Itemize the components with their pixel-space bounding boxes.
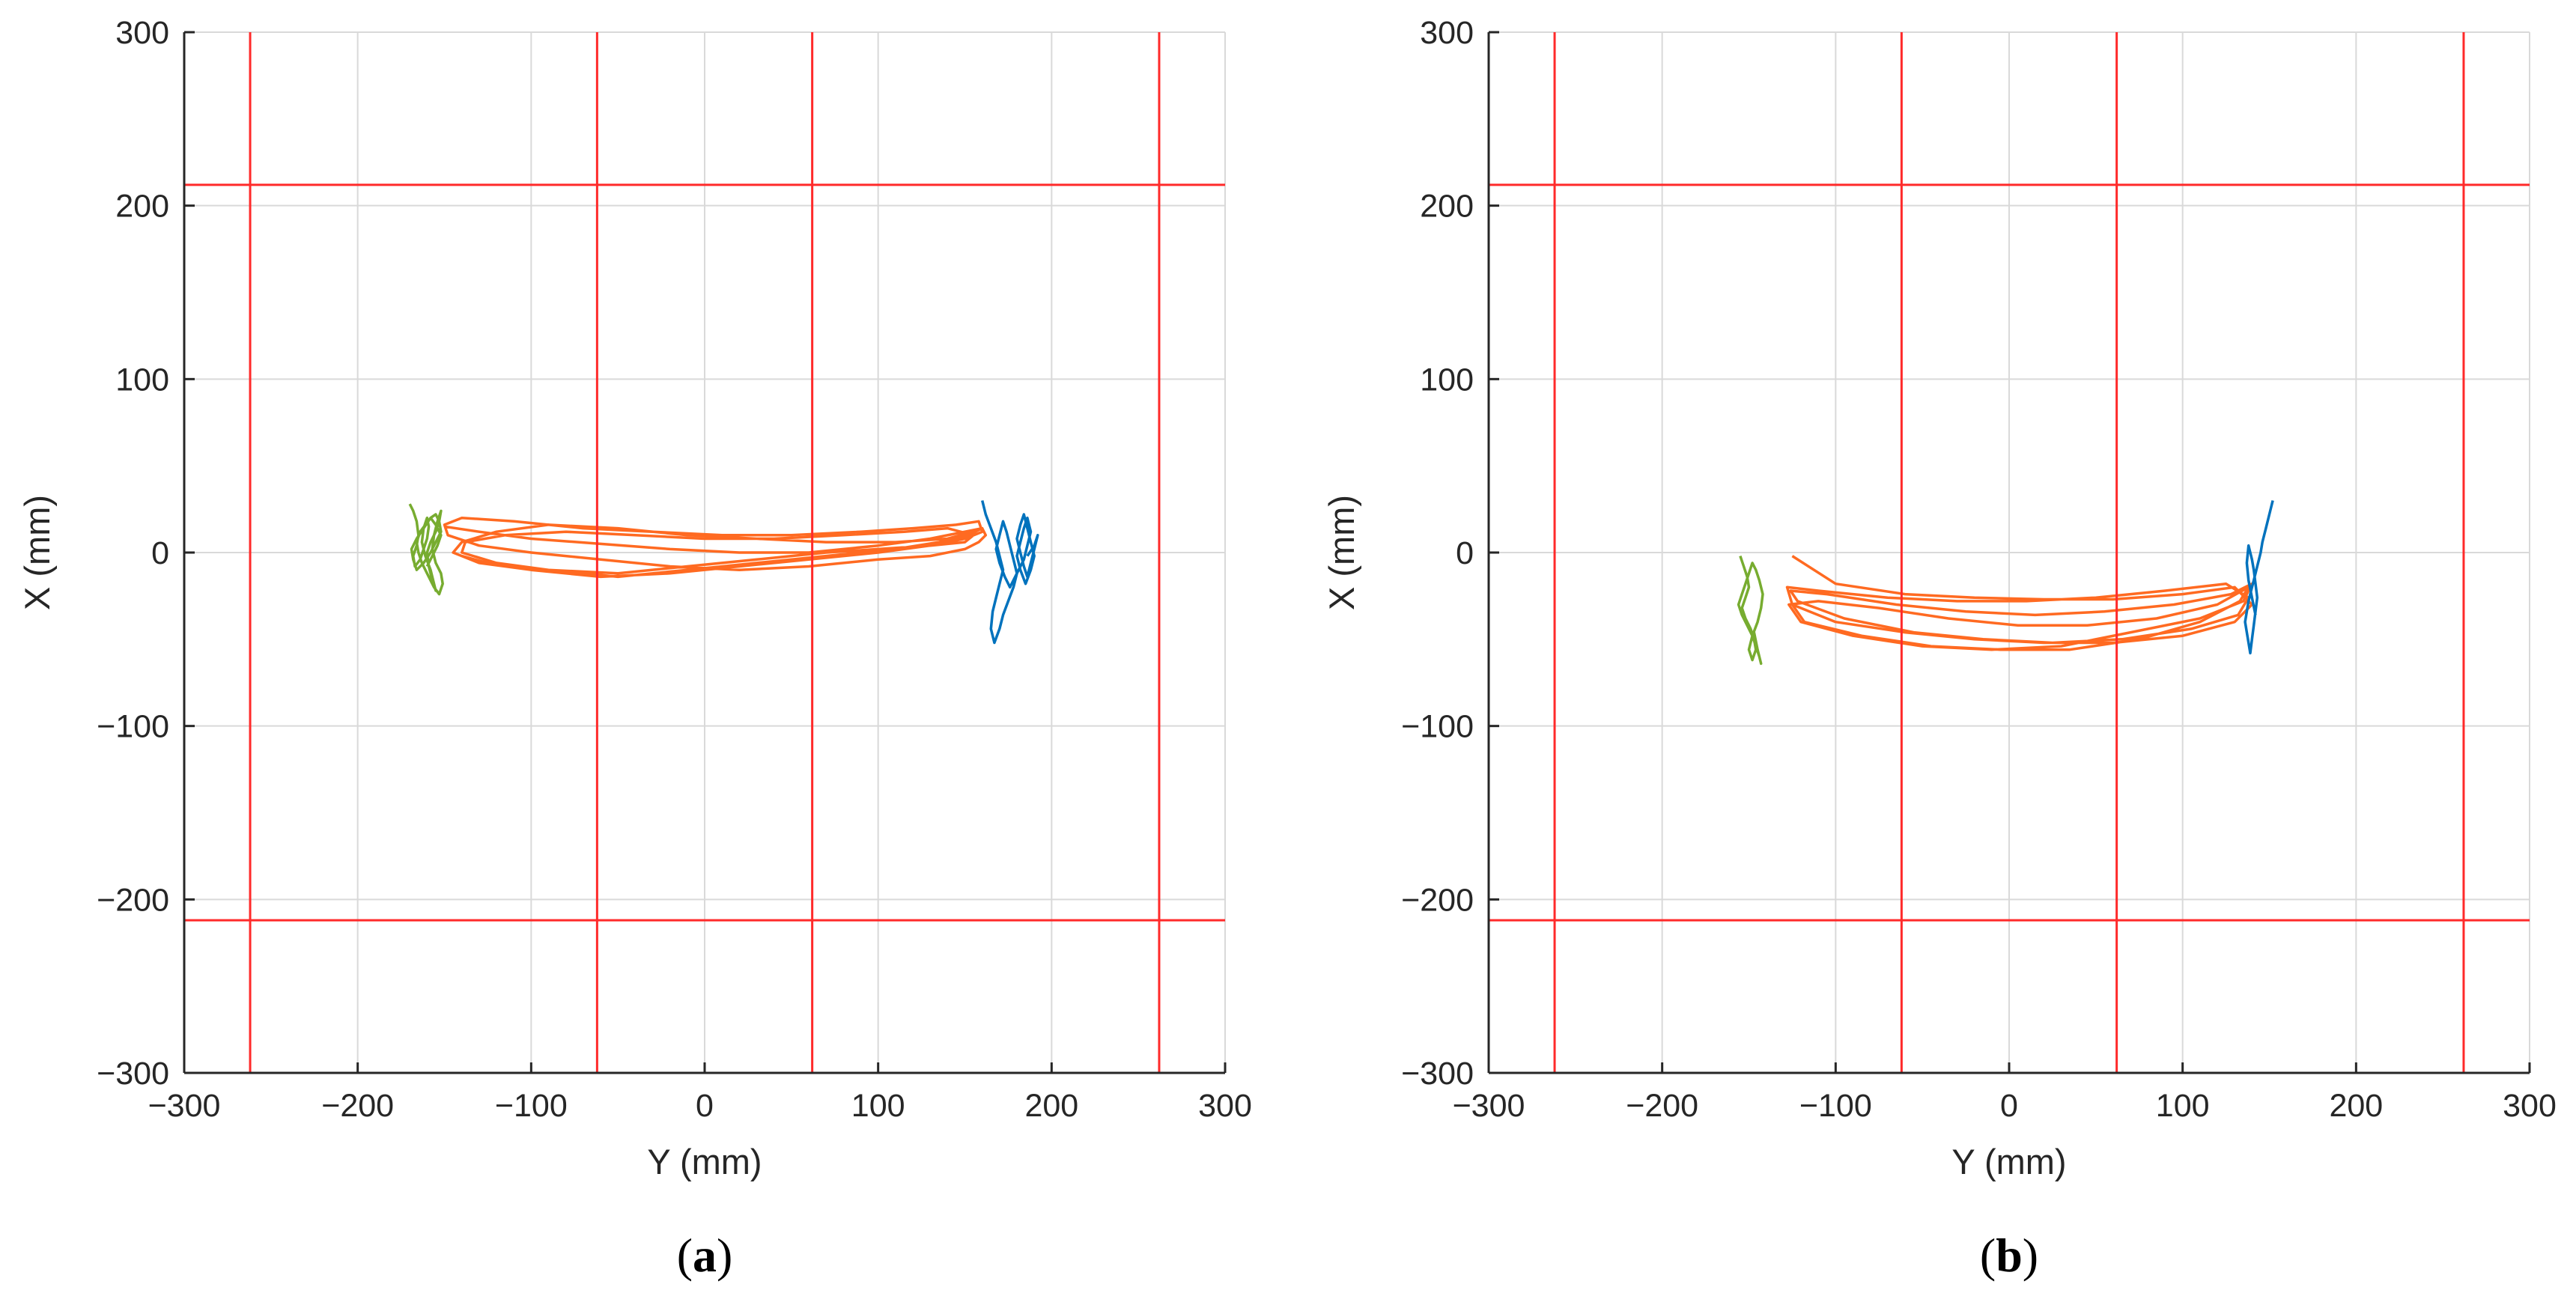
panel-a-xtick-label: −100 — [495, 1088, 568, 1124]
panel-a-series-traversal — [443, 516, 988, 579]
panel-a-ylabel: X (mm) — [17, 495, 57, 610]
panel-a-ytick-label: 100 — [115, 362, 169, 398]
panel-b-xtick-label: 200 — [2329, 1088, 2383, 1124]
panel-a-xtick-label: 0 — [696, 1088, 714, 1124]
panel-a-ytick-label: 0 — [151, 535, 169, 571]
panel-b-ytick-label: −200 — [1401, 882, 1474, 918]
panel-b-ytick-label: 100 — [1420, 362, 1474, 398]
panel-b-xtick-label: −100 — [1799, 1088, 1872, 1124]
panel-a-xtick-label: 200 — [1024, 1088, 1078, 1124]
panel-b-xtick-label: 100 — [2156, 1088, 2210, 1124]
panel-a-xtick-label: 100 — [851, 1088, 905, 1124]
panel-b-ytick-label: 0 — [1456, 535, 1474, 571]
panel-a-ytick-label: −200 — [97, 882, 169, 918]
panel-b-xtick-label: 300 — [2503, 1088, 2557, 1124]
panel-b-xlabel: Y (mm) — [1951, 1142, 2066, 1181]
panel-a-ytick-label: −300 — [97, 1056, 169, 1092]
panel-b: −300 −200 −100 0 100 200 300 −300 −200 −100 0 100 20… — [1322, 15, 2557, 1282]
panel-a-ytick-label: 200 — [115, 189, 169, 225]
panel-a-series-left-end — [408, 503, 444, 596]
panel-b-ytick-label: −100 — [1401, 709, 1474, 745]
panel-a-series-right-end — [981, 500, 1039, 645]
panel-a-xlabel: Y (mm) — [647, 1142, 762, 1181]
panel-a-caption-label: (a) — [677, 1229, 733, 1282]
panel-a-ytick-label: −100 — [97, 709, 169, 745]
panel-b-series-right-end — [2244, 500, 2274, 655]
panel-b-xtick-label: 0 — [2000, 1088, 2018, 1124]
panel-b-xtick-label: −200 — [1626, 1088, 1698, 1124]
panel-b-series-traversal — [1785, 555, 2254, 651]
panel-b-caption-label: (b) — [1980, 1229, 2038, 1282]
panel-b-series-left-end — [1737, 556, 1764, 666]
panel-b-ytick-label: 200 — [1420, 189, 1474, 225]
panel-b-ytick-label: 300 — [1420, 15, 1474, 51]
panel-a-xtick-label: 300 — [1198, 1088, 1252, 1124]
panel-a: −300 −200 −100 0 100 200 300 −300 −200 −100 0 100 20… — [17, 15, 1252, 1282]
panel-a-xtick-label: −300 — [148, 1088, 221, 1124]
panel-a-ytick-label: 300 — [115, 15, 169, 51]
panel-a-xtick-label: −200 — [321, 1088, 394, 1124]
panel-b-ylabel: X (mm) — [1322, 495, 1361, 610]
panel-b-ytick-label: −300 — [1401, 1056, 1474, 1092]
panel-b-xtick-label: −300 — [1453, 1088, 1525, 1124]
